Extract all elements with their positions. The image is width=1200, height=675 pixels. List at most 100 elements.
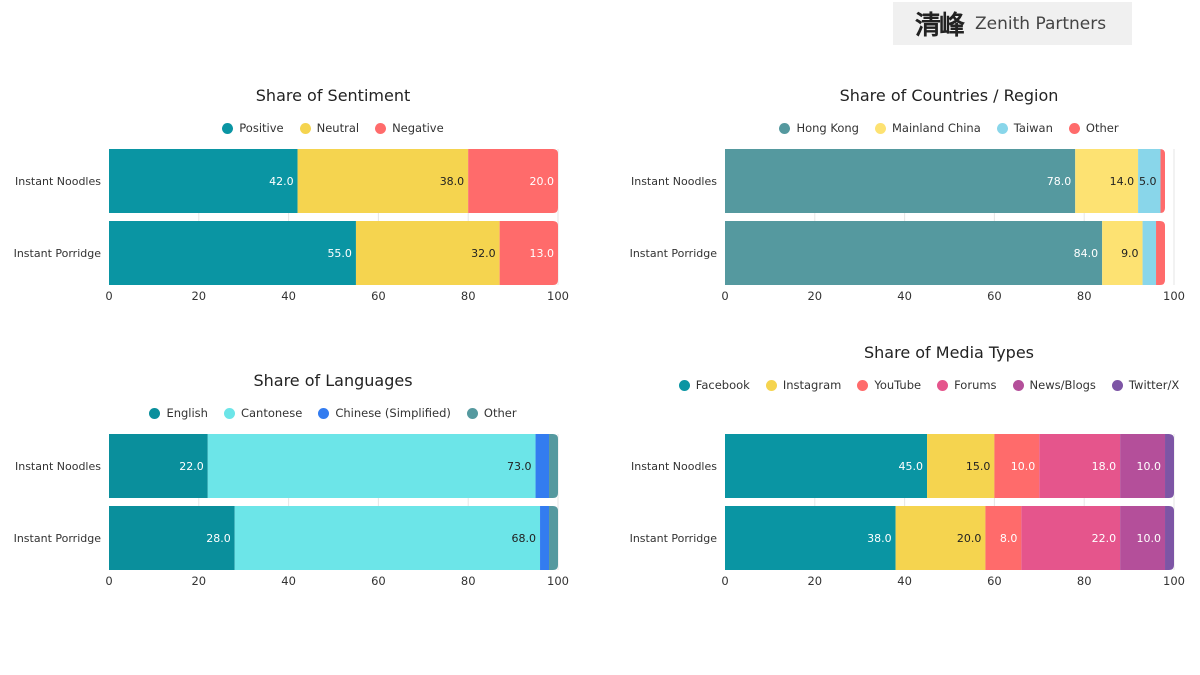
legend-item-twitter-x[interactable]: Twitter/X (1111, 371, 1179, 399)
bar-segment-positive[interactable] (109, 149, 298, 213)
bar-segment-other[interactable] (1156, 221, 1166, 285)
bar-segment-forums[interactable] (1021, 506, 1121, 570)
legend-item-facebook[interactable]: Facebook (678, 371, 750, 399)
data-label: 73.0 (507, 460, 532, 473)
legend-label: Facebook (695, 378, 750, 392)
data-label: 20.0 (530, 175, 555, 188)
bar-segment-hong-kong[interactable] (725, 221, 1103, 285)
legend-swatch-icon (222, 122, 234, 134)
chart-countries-region: Share of Countries / Region Hong Kong Mai… (616, 80, 1200, 380)
bar-segment-neutral[interactable] (355, 221, 500, 285)
chart-plot: 42.0 38.0 20.0 Instant Noodles 55.0 32.0 13.0 I… (14, 149, 569, 303)
bar-row-instant-noodles: 78.0 14.0 5.0 (725, 149, 1166, 213)
legend-swatch-icon (1111, 379, 1123, 391)
x-tick-label: 40 (281, 574, 296, 588)
bar-segment-negative[interactable] (499, 221, 558, 285)
legend-swatch-icon (765, 379, 777, 391)
chart-title: Share of Media Types (864, 343, 1034, 362)
x-tick-label: 100 (547, 289, 569, 303)
category-label: Instant Porridge (630, 247, 718, 260)
legend-item-instagram[interactable]: Instagram (765, 371, 841, 399)
bar-segment-instagram[interactable] (927, 434, 995, 498)
data-label: 9.0 (1121, 247, 1139, 260)
bar-segment-cantonese[interactable] (234, 506, 541, 570)
category-label: Instant Porridge (14, 247, 102, 260)
data-label: 32.0 (471, 247, 496, 260)
bar-segment-news-blogs[interactable] (1120, 434, 1166, 498)
legend-item-neutral[interactable]: Neutral (299, 114, 359, 142)
x-tick-label: 0 (105, 289, 112, 303)
bar-segment-news-blogs[interactable] (1120, 506, 1166, 570)
bar-segment-other[interactable] (549, 434, 558, 498)
legend-swatch-icon (149, 407, 161, 419)
bar-segment-negative[interactable] (468, 149, 558, 213)
data-label: 78.0 (1047, 175, 1072, 188)
category-label: Instant Noodles (15, 460, 101, 473)
legend-item-other[interactable]: Other (1068, 114, 1119, 142)
legend-label: Hong Kong (796, 121, 859, 135)
chart-legend: Hong Kong Mainland China Taiwan Other (649, 114, 1200, 144)
legend-item-positive[interactable]: Positive (222, 114, 284, 142)
legend-item-chinese-simplified[interactable]: Chinese (Simplified) (318, 399, 451, 427)
data-label: 18.0 (1092, 460, 1117, 473)
x-tick-label: 80 (461, 574, 476, 588)
bar-segment-mainland-china[interactable] (1102, 221, 1143, 285)
legend-swatch-icon (779, 122, 791, 134)
legend-label: YouTube (874, 378, 922, 392)
bar-segment-twitter-x[interactable] (1165, 434, 1174, 498)
category-label: Instant Noodles (15, 175, 101, 188)
bar-segment-instagram[interactable] (895, 506, 986, 570)
legend-item-mainland-china[interactable]: Mainland China (874, 114, 981, 142)
legend-swatch-icon (318, 407, 330, 419)
bar-segment-taiwan[interactable] (1142, 221, 1157, 285)
legend-swatch-icon (857, 379, 869, 391)
bar-row-instant-noodles: 45.0 15.0 10.0 18.0 10.0 (725, 434, 1174, 498)
bar-segment-neutral[interactable] (297, 149, 469, 213)
x-tick-label: 0 (105, 574, 112, 588)
bar-segment-forums[interactable] (1039, 434, 1121, 498)
data-label: 14.0 (1110, 175, 1135, 188)
bar-segment-hong-kong[interactable] (725, 149, 1076, 213)
legend-swatch-icon (223, 407, 235, 419)
data-label: 38.0 (440, 175, 465, 188)
bar-segment-twitter-x[interactable] (1165, 506, 1174, 570)
legend-item-english[interactable]: English (149, 399, 208, 427)
legend-item-other[interactable]: Other (466, 399, 517, 427)
chart-legend: English Cantonese Chinese (Simplified) Othe… (33, 399, 633, 429)
data-label: 8.0 (1000, 532, 1018, 545)
chart-legend: Facebook Instagram YouTube Forums News/Blogs… (649, 371, 1200, 401)
bar-segment-facebook[interactable] (725, 506, 896, 570)
legend-item-youtube[interactable]: YouTube (857, 371, 921, 399)
chart-title: Share of Countries / Region (839, 86, 1059, 105)
chart-languages: Share of Languages English Cantonese Chine… (0, 365, 600, 665)
x-tick-label: 100 (1163, 289, 1185, 303)
bar-segment-chinese-simplified[interactable] (535, 434, 550, 498)
bar-segment-chinese-simplified[interactable] (540, 506, 550, 570)
bar-segment-taiwan[interactable] (1138, 149, 1161, 213)
legend-item-cantonese[interactable]: Cantonese (223, 399, 302, 427)
legend-item-negative[interactable]: Negative (375, 114, 444, 142)
legend-item-forums[interactable]: Forums (937, 371, 997, 399)
x-tick-label: 80 (1077, 289, 1092, 303)
bar-row-instant-porridge: 38.0 20.0 8.0 22.0 10.0 (725, 506, 1174, 570)
legend-label: Chinese (Simplified) (335, 406, 451, 420)
legend-item-hong-kong[interactable]: Hong Kong (779, 114, 859, 142)
bar-row-instant-porridge: 28.0 68.0 (109, 506, 558, 570)
x-tick-label: 100 (547, 574, 569, 588)
bar-segment-youtube[interactable] (985, 506, 1022, 570)
bar-segment-cantonese[interactable] (207, 434, 536, 498)
x-tick-label: 20 (807, 289, 822, 303)
bar-segment-other[interactable] (1160, 149, 1166, 213)
bar-segment-english[interactable] (109, 506, 235, 570)
logo-company-name: Zenith Partners (975, 13, 1107, 34)
data-label: 55.0 (327, 247, 352, 260)
data-label: 45.0 (899, 460, 924, 473)
bar-segment-facebook[interactable] (725, 434, 928, 498)
legend-item-taiwan[interactable]: Taiwan (996, 114, 1053, 142)
bar-segment-positive[interactable] (109, 221, 356, 285)
bar-segment-youtube[interactable] (994, 434, 1040, 498)
bar-segment-mainland-china[interactable] (1075, 149, 1139, 213)
bar-segment-english[interactable] (109, 434, 208, 498)
bar-segment-other[interactable] (549, 506, 558, 570)
legend-item-news-blogs[interactable]: News/Blogs (1012, 371, 1096, 399)
